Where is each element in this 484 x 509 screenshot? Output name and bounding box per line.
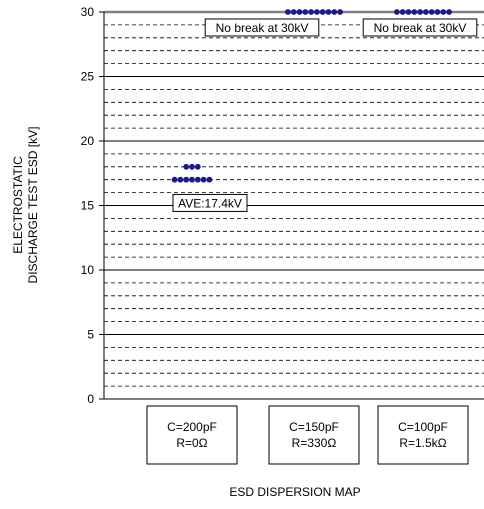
points-layer: [171, 9, 452, 183]
annotation-box: AVE:17.4kV: [172, 193, 248, 212]
category-label-line1: C=200pF: [167, 420, 217, 434]
data-point: [206, 176, 213, 183]
data-point: [308, 9, 314, 15]
y-tick-label: 25: [81, 70, 95, 84]
grid-layer: [104, 24, 484, 387]
data-point: [394, 9, 400, 15]
data-point: [302, 9, 309, 15]
data-point: [296, 9, 303, 15]
annotation-text: No break at 30kV: [216, 21, 309, 35]
data-point: [177, 176, 184, 183]
data-point: [194, 176, 201, 183]
x-axis-label: ESD DISPERSION MAP: [229, 485, 360, 499]
data-point: [189, 176, 195, 183]
annotations-layer: AVE:17.4kV No break at 30kV No break at 30…: [172, 18, 478, 212]
data-point: [285, 9, 291, 15]
category-box: C=200pF R=0Ω: [146, 405, 238, 465]
data-point: [423, 9, 429, 15]
data-point: [194, 163, 201, 170]
data-point: [434, 9, 441, 15]
data-point: [171, 176, 178, 183]
data-point: [440, 9, 447, 15]
y-tick-label: 30: [81, 5, 95, 19]
data-point: [399, 9, 406, 15]
y-tick-label: 15: [81, 199, 95, 213]
y-tick-label: 10: [81, 263, 95, 277]
annotation-frame: [172, 193, 248, 212]
annotation-text: No break at 30kV: [374, 21, 467, 35]
category-box: C=150pF R=330Ω: [268, 405, 360, 465]
category-box: C=100pF R=1.5kΩ: [377, 405, 469, 465]
category-label-line2: R=1.5kΩ: [399, 436, 446, 450]
annotation-box: No break at 30kV: [362, 18, 478, 37]
category-frame: [146, 405, 238, 465]
data-point: [428, 9, 435, 15]
category-frame: [377, 405, 469, 465]
category-labels: C=200pF R=0Ω C=150pF R=330Ω C=100pF R=1.5kΩ: [146, 405, 469, 465]
data-point: [325, 9, 332, 15]
data-point: [411, 9, 418, 15]
data-point: [200, 176, 207, 183]
data-point: [183, 163, 190, 170]
category-label-line2: R=330Ω: [292, 436, 337, 450]
data-point: [189, 163, 195, 170]
category-label-line2: R=0Ω: [176, 436, 207, 450]
data-point: [446, 9, 452, 15]
data-point: [417, 9, 423, 15]
annotation-text: AVE:17.4kV: [178, 196, 242, 210]
annotation-frame: [204, 18, 320, 37]
data-point: [319, 9, 326, 15]
data-point: [314, 9, 320, 15]
y-axis-label-line2: DISCHARGE TEST ESD [kV]: [26, 127, 40, 284]
data-point: [405, 9, 412, 15]
category-label-line1: C=150pF: [289, 420, 339, 434]
data-point: [331, 9, 338, 15]
y-tick-label: 5: [87, 328, 94, 342]
annotation-box: No break at 30kV: [204, 18, 320, 37]
data-point: [337, 9, 343, 15]
y-tick-label: 0: [87, 392, 94, 406]
annotation-frame: [362, 18, 478, 37]
data-point: [183, 176, 190, 183]
category-label-line1: C=100pF: [398, 420, 448, 434]
data-point: [290, 9, 297, 15]
y-axis-label-line1: ELECTROSTATIC: [11, 156, 25, 254]
category-frame: [268, 405, 360, 465]
y-tick-label: 20: [81, 134, 95, 148]
